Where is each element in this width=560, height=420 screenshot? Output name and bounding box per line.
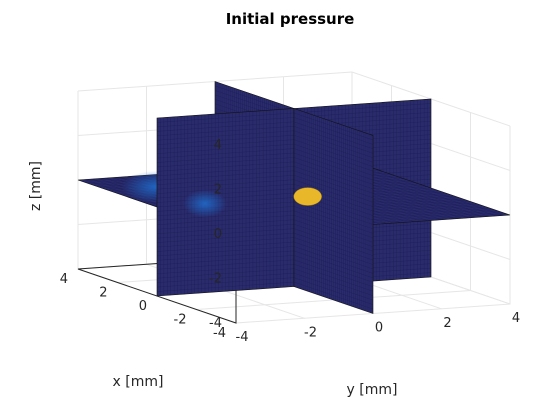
x-tick-label: 2 [99,286,107,301]
x-tick-label: 4 [60,272,68,287]
y-tick-label: -4 [236,330,249,345]
x-axis-label: x [mm] [113,374,164,390]
initial-pressure-source [293,187,322,206]
z-tick-label: -2 [209,272,222,287]
x-tick-label: -4 [213,326,226,341]
slice-x0-front [156,108,295,297]
z-tick-label: 2 [214,183,222,198]
y-tick-label: -2 [304,325,317,340]
slice-y0-front [293,108,374,314]
x-grid-line [235,126,511,324]
y-tick-label: 0 [375,321,383,336]
z-tick-label: 0 [214,227,222,242]
y-tick-label: 4 [512,311,520,326]
x-tick-label: -2 [174,313,187,328]
y-tick-label: 2 [443,316,451,331]
z-tick-label: 4 [214,138,222,153]
x-grid-line [196,112,471,310]
x-tick-label: 0 [139,299,147,314]
z-tick-label: -4 [209,316,222,331]
slice-planes [77,81,511,314]
tick-labels: -4 -2 0 2 4 -4 -2 0 2 4 -4 -2 0 2 4 [60,138,520,345]
chart-title: Initial pressure [226,10,355,28]
z-axis-label: z [mm] [28,161,44,211]
y-axis-label: y [mm] [347,382,398,398]
